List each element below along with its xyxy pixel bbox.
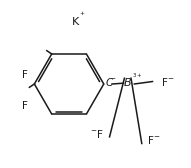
Text: $^{+}$: $^{+}$ [79, 11, 86, 20]
Text: C: C [105, 78, 113, 88]
Text: $^{-}$F: $^{-}$F [90, 128, 104, 140]
Text: K: K [72, 17, 79, 27]
Text: F: F [22, 101, 28, 111]
Text: F: F [22, 70, 28, 80]
Text: $^{3+}$: $^{3+}$ [132, 72, 142, 81]
Text: F$^{-}$: F$^{-}$ [161, 76, 174, 88]
Text: $^{-}$: $^{-}$ [110, 75, 116, 83]
Text: F$^{-}$: F$^{-}$ [147, 134, 160, 146]
Text: B: B [124, 78, 132, 88]
